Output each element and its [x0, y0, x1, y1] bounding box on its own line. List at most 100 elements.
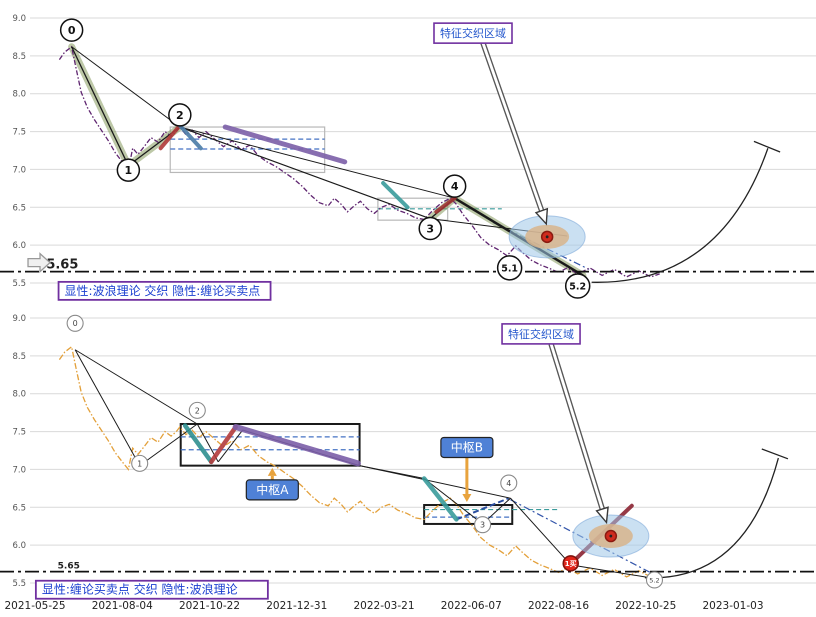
pivot-box	[423, 504, 514, 525]
level-label-565: 5.65	[46, 258, 78, 273]
chan-segment	[208, 424, 238, 465]
caption-label: 显性:缠论买卖点 交织 隐性:波浪理论	[42, 582, 238, 597]
y-axis-label: 7.0	[12, 165, 26, 175]
projection-arc	[644, 457, 779, 579]
wave-point-circle	[564, 273, 591, 299]
wave-point-label: 2	[176, 109, 184, 122]
annotation-label: 特征交织区域	[440, 26, 506, 40]
chan-segment	[158, 123, 182, 151]
wave-point-circle	[496, 255, 523, 281]
buy-point-badge	[562, 555, 579, 572]
wave-point-label: 0	[68, 24, 76, 37]
arc-end-tick	[753, 140, 781, 153]
y-axis-label: 9.0	[12, 314, 26, 324]
y-axis-label: 7.5	[12, 428, 26, 438]
right-arrow-icon	[27, 252, 51, 274]
x-axis-label: 2021-08-04	[92, 600, 153, 612]
chan-segment	[421, 476, 459, 522]
wave-point-label: 3	[426, 222, 434, 235]
wave-point-label: 1	[137, 459, 142, 468]
annotation-arrow	[549, 343, 604, 510]
wave-point-circle	[645, 571, 664, 589]
pivot-box	[169, 126, 326, 174]
chan-segment	[177, 123, 203, 151]
pivot-label-box	[440, 436, 494, 459]
y-axis-label: 6.0	[12, 541, 26, 551]
wave-point-label: 0	[73, 319, 78, 328]
x-axis-label: 2023-01-03	[702, 600, 763, 612]
caption-box	[34, 579, 269, 600]
chan-segment	[182, 423, 214, 465]
wave-point-label: 4	[451, 180, 459, 193]
y-axis-label: 6.5	[12, 503, 26, 513]
dashed-level-line	[510, 499, 660, 578]
caption-box	[57, 280, 272, 301]
wave-point-circle	[500, 474, 518, 492]
x-axis-label: 2021-05-25	[4, 600, 65, 612]
wave-point-circle	[131, 454, 149, 472]
projection-arc	[591, 148, 769, 283]
wave-point-label: 1	[125, 164, 133, 177]
wave-line	[179, 126, 455, 199]
panel-chan-bottom: 9.0 8.5 8.0 7.5 7.0 6.5 6.0 5.5 5.65 中枢A 中枢B 1买 特征交织…	[0, 314, 816, 600]
target-zone-center	[545, 235, 549, 239]
wave-point-circle	[59, 18, 84, 42]
x-axis-label: 2021-10-22	[179, 600, 240, 612]
pivot-arrow-head	[267, 467, 277, 476]
wave-line	[423, 478, 483, 525]
y-axis-label: 5.5	[12, 579, 26, 589]
caption-label: 显性:波浪理论 交织 隐性:缠论买卖点	[65, 283, 261, 298]
pivot-box	[179, 422, 361, 467]
wave-line	[179, 126, 431, 220]
level-label-565: 5.65	[58, 562, 80, 572]
pivot-label: 中枢B	[451, 439, 483, 454]
buy-point-label: 1买	[565, 560, 577, 568]
annotation-arrowhead-icon	[595, 506, 609, 525]
y-axis-label: 9.0	[12, 14, 26, 24]
wave-point-label: 4	[506, 479, 511, 488]
chan-segment	[381, 181, 410, 210]
wave-point-circle	[66, 314, 84, 332]
price-line	[58, 45, 660, 278]
wave-point-label: 2	[195, 406, 200, 415]
annotation-box	[501, 323, 581, 345]
wave-point-circle	[442, 174, 467, 198]
dashed-level-line	[456, 497, 510, 521]
chan-segment	[222, 124, 348, 165]
annotation-arrowhead-icon	[534, 207, 549, 226]
price-line	[58, 345, 660, 578]
wave-point-label: 3	[480, 521, 485, 530]
x-axis-label: 2022-08-16	[528, 600, 589, 612]
wave-point-circle	[168, 103, 192, 127]
wave-point-label: 5.2	[649, 576, 659, 584]
target-zone-center	[609, 534, 613, 538]
wave-line	[74, 349, 141, 466]
y-axis-label: 7.5	[12, 128, 26, 138]
chan-segment	[434, 196, 457, 214]
wave-line	[510, 497, 572, 566]
pivot-arrow-head	[462, 493, 472, 502]
y-axis-label: 6.0	[12, 241, 26, 251]
y-axis-label: 8.5	[12, 352, 26, 362]
wave-point-label: 5.2	[569, 281, 586, 292]
pivot-label: 中枢A	[256, 482, 289, 497]
annotation-arrow	[481, 42, 543, 212]
annotation-label: 特征交织区域	[508, 327, 574, 341]
wave-point-circle	[188, 401, 206, 419]
x-axis-label: 2022-10-25	[615, 600, 676, 612]
y-axis-label: 8.5	[12, 52, 26, 62]
wave-line	[74, 349, 198, 425]
chan-segment	[232, 424, 361, 467]
wave-point-circle	[116, 158, 141, 182]
y-axis-label: 5.5	[12, 279, 26, 289]
y-axis-label: 8.0	[12, 390, 26, 400]
x-axis-label: 2021-12-31	[266, 600, 327, 612]
x-axis-label: 2022-06-07	[441, 600, 502, 612]
wave-point-circle	[418, 216, 442, 241]
wave-point-circle	[474, 516, 492, 534]
wave-line	[217, 429, 244, 463]
x-axis-label: 2022-03-21	[353, 600, 414, 612]
